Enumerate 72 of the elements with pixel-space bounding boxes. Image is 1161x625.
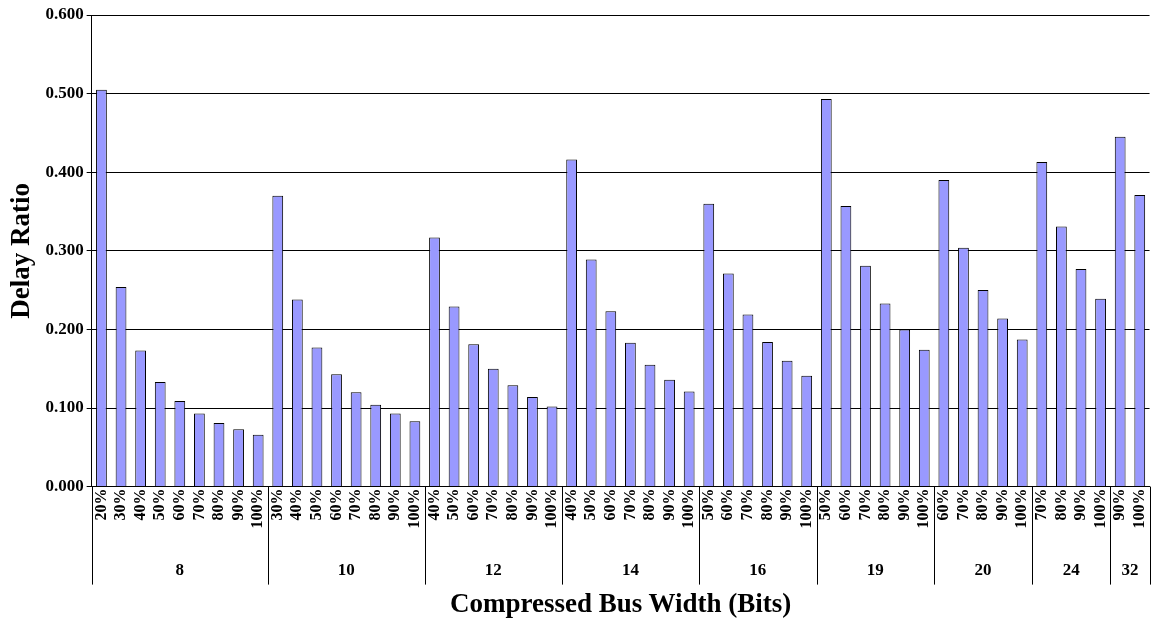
x-tick-label: 70%	[855, 488, 873, 521]
x-tick-label: 50%	[816, 488, 834, 521]
x-tick-label: 90%	[1110, 488, 1128, 521]
x-tick-label: 100%	[1129, 488, 1147, 529]
x-tick-label: 100%	[914, 488, 932, 529]
x-tick-label: 90%	[385, 488, 403, 521]
x-tick-label: 50%	[444, 488, 462, 521]
x-tick-label: 70%	[346, 488, 364, 521]
x-tick-label: 80%	[365, 488, 383, 521]
x-tick-label: 90%	[228, 488, 246, 521]
x-tick-label: 60%	[600, 488, 618, 521]
x-tick-label: 40%	[130, 488, 148, 521]
x-tick-label: 60%	[463, 488, 481, 521]
x-tick-label: 100%	[679, 488, 697, 529]
x-tick-label: 40%	[287, 488, 305, 521]
x-tick-label: 80%	[502, 488, 520, 521]
x-tick-label: 80%	[1051, 488, 1069, 521]
x-tick-label: 90%	[777, 488, 795, 521]
x-tick-label: 20%	[91, 488, 109, 521]
text: 14	[621, 559, 640, 579]
x-tick-label: 60%	[836, 488, 854, 521]
x-tick-label: 70%	[1031, 488, 1049, 521]
text: 8	[175, 559, 185, 579]
x-tick-label: 50%	[307, 488, 325, 521]
y-axis-title: Delay Ratio	[5, 182, 36, 319]
x-tick-label: 50%	[581, 488, 599, 521]
text: 32	[1121, 559, 1139, 579]
x-tick-label: 90%	[992, 488, 1010, 521]
x-tick-label: 80%	[209, 488, 227, 521]
x-tick-label: 80%	[875, 488, 893, 521]
x-tick-label: 80%	[973, 488, 991, 521]
x-tick-label: 90%	[522, 488, 540, 521]
x-tick-label: 70%	[738, 488, 756, 521]
text: 10	[337, 559, 355, 579]
y-tick-label: 0.400	[45, 161, 84, 181]
x-tick-label: 100%	[1012, 488, 1030, 529]
x-tick-label: 100%	[542, 488, 560, 529]
y-tick-label: 0.100	[45, 397, 84, 417]
y-tick-label: 0.000	[45, 475, 84, 495]
x-tick-label: 100%	[1090, 488, 1108, 529]
x-tick-label: 100%	[248, 488, 266, 529]
y-tick-label: 0.300	[45, 240, 84, 260]
x-tick-label: 60%	[933, 488, 951, 521]
x-tick-label: 100%	[405, 488, 423, 529]
x-tick-label: 50%	[150, 488, 168, 521]
x-tick-label: 40%	[561, 488, 579, 521]
y-tick-label: 0.200	[45, 318, 84, 338]
x-tick-label: 30%	[111, 488, 129, 521]
x-tick-label: 70%	[483, 488, 501, 521]
x-tick-label: 90%	[659, 488, 677, 521]
x-tick-label: 90%	[1071, 488, 1089, 521]
x-tick-label: 60%	[326, 488, 344, 521]
x-tick-label: 90%	[894, 488, 912, 521]
text: 24	[1062, 559, 1081, 579]
x-tick-label: 80%	[757, 488, 775, 521]
x-tick-label: 60%	[718, 488, 736, 521]
x-tick-label: 50%	[698, 488, 716, 521]
text: 20	[974, 559, 992, 579]
x-tick-label: 80%	[640, 488, 658, 521]
y-tick-label: 0.600	[45, 4, 84, 24]
text: 12	[484, 559, 502, 579]
x-tick-label: 70%	[953, 488, 971, 521]
x-tick-label: 100%	[796, 488, 814, 529]
x-tick-label: 30%	[267, 488, 285, 521]
x-tick-label: 70%	[620, 488, 638, 521]
x-tick-label: 60%	[169, 488, 187, 521]
x-axis-title: Compressed Bus Width (Bits)	[449, 587, 792, 618]
x-tick-label: 40%	[424, 488, 442, 521]
y-tick-label: 0.500	[45, 82, 84, 102]
text: 16	[749, 559, 767, 579]
text: 19	[866, 559, 884, 579]
x-tick-label: 70%	[189, 488, 207, 521]
